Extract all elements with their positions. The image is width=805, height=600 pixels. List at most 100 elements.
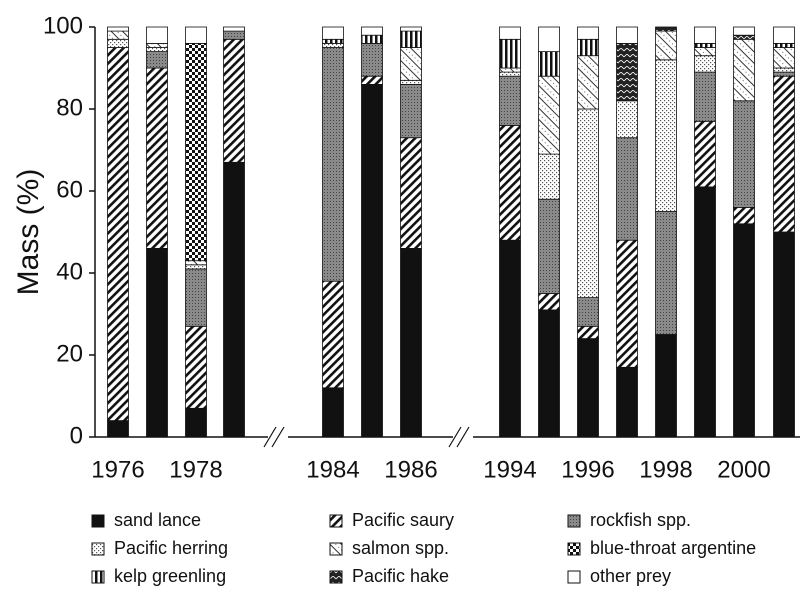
bar-segment [577, 55, 599, 110]
bar-segment [773, 75, 795, 233]
bar-segment [185, 43, 207, 262]
bar-segment [107, 26, 129, 32]
bar-segment [538, 51, 560, 77]
y-tick-label: 60 [56, 176, 83, 203]
bar-segment [577, 38, 599, 57]
bar-segment [499, 71, 521, 77]
bar-segment [322, 47, 344, 282]
bar-segment [733, 206, 755, 225]
bar-segment [361, 43, 383, 77]
bar-segment [146, 43, 168, 48]
bar-segment [773, 71, 795, 77]
bar-segment [361, 84, 383, 438]
bar-segment [538, 309, 560, 438]
bar-segment [655, 59, 677, 212]
bar-segment [694, 26, 716, 44]
bar-segment [185, 26, 207, 44]
bar-segment [146, 47, 168, 52]
bar-segment [616, 137, 638, 241]
bar-segment [733, 34, 755, 40]
legend-swatch [91, 570, 105, 584]
bar-segment [694, 55, 716, 73]
bar-segment [694, 186, 716, 438]
legend-label: Pacific saury [352, 510, 454, 530]
bar-segment [733, 223, 755, 438]
bar-segment [322, 280, 344, 389]
y-tick-label: 80 [56, 94, 83, 121]
legend-label: blue-throat argentine [590, 538, 756, 558]
bar-segment [322, 43, 344, 48]
bar-segment [655, 211, 677, 335]
bar-segment [400, 137, 422, 249]
bar-segment [538, 293, 560, 311]
bar-segment [616, 43, 638, 102]
y-tick-label: 40 [56, 258, 83, 285]
x-tick-label: 2000 [717, 456, 770, 483]
bar-segment [322, 26, 344, 40]
bar-segment [773, 43, 795, 48]
legend-label: other prey [590, 566, 671, 586]
bar-segment [694, 71, 716, 122]
bar-segment [577, 108, 599, 299]
bar-segment [694, 43, 716, 48]
legend-swatch [329, 514, 343, 528]
legend-swatch [329, 570, 343, 584]
axis-break [263, 426, 277, 448]
bar-segment [577, 297, 599, 327]
bar-segment [322, 387, 344, 438]
bar-segment [322, 38, 344, 44]
bar-segment [694, 120, 716, 188]
legend-label: rockfish spp. [590, 510, 691, 530]
y-tick-label: 20 [56, 340, 83, 367]
bar-segment [773, 67, 795, 73]
bar-segment [773, 26, 795, 44]
bar-segment [400, 26, 422, 32]
bar-segment [223, 26, 245, 32]
bar-segment [499, 239, 521, 438]
bar-segment [616, 100, 638, 139]
bar-segment [773, 47, 795, 69]
bar-segment [107, 420, 129, 438]
y-tick-label: 0 [70, 422, 83, 449]
bar-segment [616, 366, 638, 438]
bar-segment [107, 47, 129, 422]
x-tick-label: 1976 [91, 456, 144, 483]
x-tick-label: 1978 [169, 456, 222, 483]
bar-segment [655, 26, 677, 32]
legend-label: kelp greenling [114, 566, 226, 586]
bar-segment [538, 75, 560, 155]
bar-segment [223, 30, 245, 40]
bar-segment [223, 38, 245, 163]
bar-segment [146, 67, 168, 249]
bar-segment [499, 125, 521, 241]
bar-segment [400, 47, 422, 81]
bar-segment [577, 338, 599, 438]
x-tick-label: 1996 [561, 456, 614, 483]
bar-segment [146, 26, 168, 44]
bar-segment [538, 26, 560, 53]
bar-segment [185, 268, 207, 327]
bar-segment [499, 26, 521, 40]
legend-swatch [329, 542, 343, 556]
bar-segment [185, 260, 207, 266]
bar-segment [361, 75, 383, 85]
bar-segment [499, 75, 521, 126]
x-tick-label: 1998 [639, 456, 692, 483]
bar-segment [616, 239, 638, 368]
y-axis-title: Mass (%) [12, 169, 45, 296]
bar-segment [616, 26, 638, 44]
bar-segment [577, 26, 599, 40]
x-tick-label: 1986 [384, 456, 437, 483]
bar-segment [655, 334, 677, 438]
bar-segment [655, 30, 677, 61]
legend-swatch [567, 514, 581, 528]
legend-swatch [91, 542, 105, 556]
axis-break [271, 426, 285, 448]
bar-segment [146, 51, 168, 69]
bar-segment [223, 161, 245, 438]
bar-segment [694, 47, 716, 57]
bar-segment [400, 84, 422, 139]
axis-break [456, 426, 470, 448]
axis-break [448, 426, 462, 448]
